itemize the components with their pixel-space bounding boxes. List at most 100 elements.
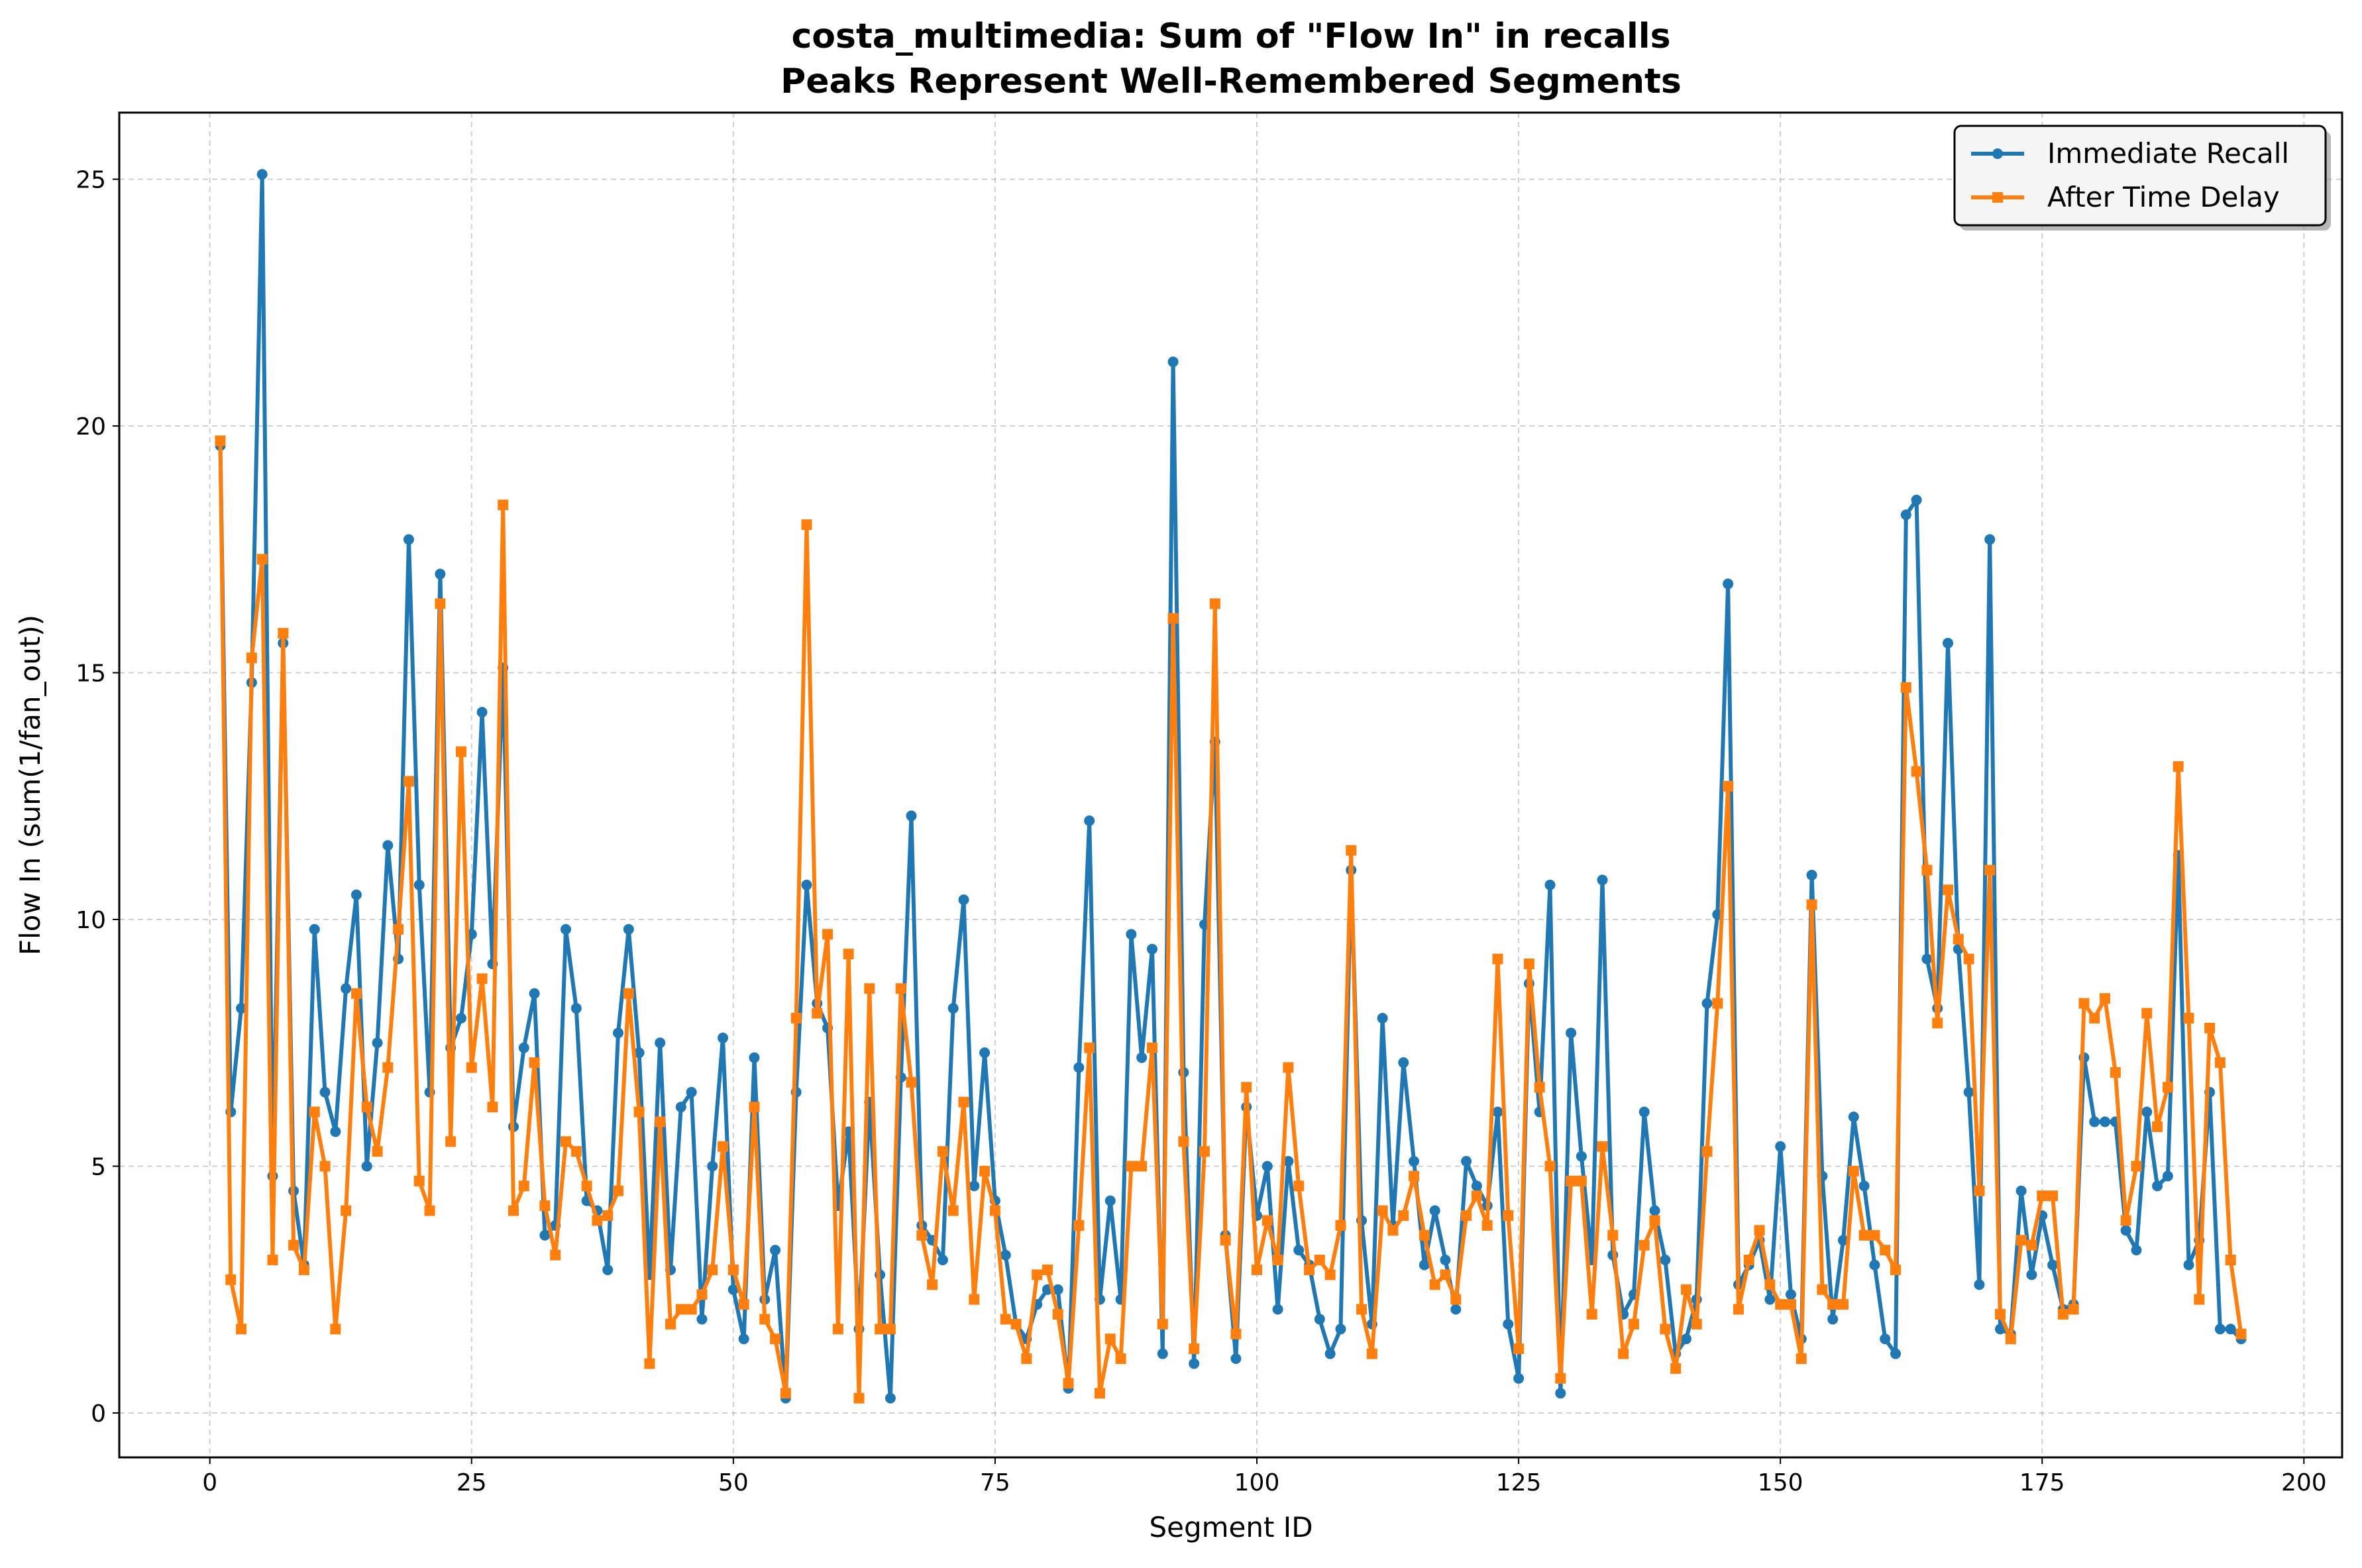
data-point	[2015, 1235, 2027, 1246]
data-point	[812, 1008, 823, 1019]
legend-box	[1953, 125, 2327, 227]
data-point	[319, 1161, 331, 1172]
data-point	[1481, 1220, 1493, 1231]
data-point	[1837, 1235, 1849, 1246]
data-point	[330, 1324, 341, 1335]
data-point	[350, 988, 362, 999]
data-point	[1764, 1294, 1776, 1305]
data-point	[413, 1175, 425, 1186]
data-point	[1073, 1062, 1085, 1073]
data-point	[1837, 1299, 1849, 1310]
data-point	[1377, 1205, 1388, 1216]
data-point	[1900, 682, 1911, 693]
data-point	[1010, 1318, 1022, 1330]
data-point	[403, 776, 414, 787]
data-point	[2100, 993, 2111, 1004]
data-point	[403, 534, 414, 545]
data-point	[2047, 1190, 2059, 1202]
data-point	[644, 1358, 655, 1369]
data-point	[1943, 884, 1954, 896]
data-point	[1723, 578, 1734, 590]
data-point	[1513, 1343, 1525, 1355]
data-point	[382, 840, 394, 851]
data-point	[738, 1333, 749, 1345]
data-point	[341, 983, 352, 994]
data-point	[958, 894, 969, 906]
data-point	[2110, 1067, 2121, 1078]
data-point	[696, 1289, 708, 1300]
data-point	[1796, 1353, 1807, 1365]
data-point	[1104, 1333, 1116, 1345]
legend-label-after-time-delay: After Time Delay	[2047, 181, 2280, 213]
data-point	[570, 1003, 582, 1014]
data-point	[2047, 1259, 2059, 1271]
data-point	[1523, 959, 1534, 970]
data-point	[1984, 864, 1996, 876]
data-point	[1911, 766, 1922, 777]
data-point	[236, 1324, 247, 1335]
data-point	[1471, 1190, 1482, 1202]
data-point	[570, 1146, 582, 1157]
data-point	[1324, 1269, 1336, 1281]
data-point	[1220, 1235, 1231, 1246]
data-point	[1063, 1378, 1074, 1389]
data-point	[1974, 1279, 1985, 1290]
data-point	[707, 1161, 718, 1172]
data-point	[1638, 1239, 1650, 1251]
data-point	[738, 1299, 749, 1310]
data-point	[1115, 1353, 1126, 1365]
data-point	[1503, 1210, 1514, 1221]
data-point	[246, 653, 257, 664]
data-point	[958, 1096, 969, 1108]
data-point	[853, 1392, 865, 1404]
data-point	[1178, 1136, 1189, 1147]
data-point	[906, 810, 917, 821]
data-point	[350, 889, 362, 900]
data-point	[225, 1274, 237, 1285]
data-point	[1084, 815, 1095, 827]
data-point	[770, 1333, 781, 1345]
data-point	[256, 169, 268, 180]
data-point	[1911, 494, 1922, 505]
data-point	[1146, 943, 1157, 955]
data-point	[592, 1215, 603, 1226]
data-point	[1293, 1180, 1305, 1192]
data-point	[1638, 1106, 1650, 1118]
data-point	[885, 1324, 896, 1335]
data-point	[1126, 929, 1137, 940]
data-point	[2162, 1082, 2173, 1093]
data-point	[1000, 1314, 1011, 1325]
data-point	[455, 746, 466, 757]
data-point	[937, 1255, 948, 1266]
y-tick-label: 25	[76, 167, 106, 194]
data-point	[906, 1076, 917, 1088]
data-point	[2015, 1185, 2027, 1196]
y-axis-label: Flow In (sum(1/fan_out))	[14, 615, 46, 955]
data-point	[319, 1086, 331, 1098]
data-point	[1880, 1245, 1891, 1256]
data-point	[1890, 1348, 1901, 1359]
data-point	[1764, 1279, 1776, 1290]
chart-subtitle: Peaks Represent Well-Remembered Segments	[780, 62, 1682, 101]
data-point	[435, 598, 446, 609]
data-point	[1032, 1269, 1043, 1281]
data-point	[561, 1136, 572, 1147]
data-point	[256, 554, 268, 565]
data-point	[602, 1210, 614, 1221]
data-point	[267, 1255, 278, 1266]
data-point	[1346, 845, 1357, 856]
data-point	[727, 1264, 739, 1275]
data-point	[1544, 879, 1556, 890]
data-point	[1576, 1151, 1587, 1162]
data-point	[1660, 1255, 1671, 1266]
data-point	[1921, 864, 1933, 876]
data-point	[1304, 1264, 1315, 1275]
x-axis-label: Segment ID	[1149, 1511, 1313, 1543]
data-point	[718, 1032, 729, 1043]
data-point	[843, 949, 854, 960]
y-tick-label: 0	[91, 1400, 106, 1428]
data-point	[1450, 1294, 1462, 1305]
data-point	[372, 1037, 383, 1049]
data-point	[393, 923, 404, 935]
